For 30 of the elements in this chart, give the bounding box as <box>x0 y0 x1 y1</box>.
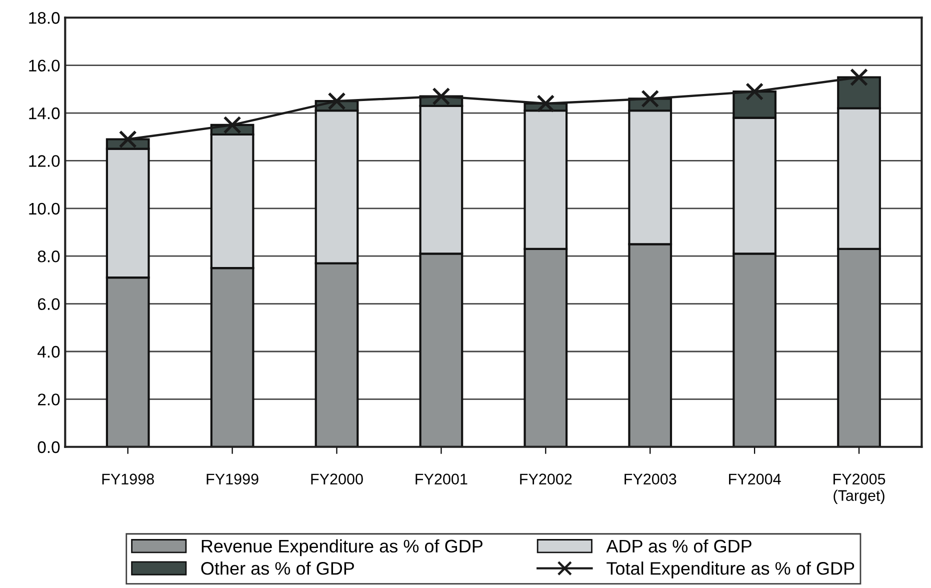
point <box>328 92 346 110</box>
y-tick-label: 12.0 <box>29 155 60 167</box>
y-tick-label: 6.0 <box>38 298 60 310</box>
x-tick-label: FY2001 <box>416 474 468 484</box>
legend-label: Other as % of GDP <box>201 562 354 575</box>
legend-label: Revenue Expenditure as % of GDP <box>202 539 482 556</box>
point <box>536 94 555 113</box>
x-tick-label: FY2000 <box>311 474 363 484</box>
point <box>641 90 660 108</box>
point <box>850 68 868 86</box>
y-tick-label: 14.0 <box>29 107 60 120</box>
point <box>223 116 242 134</box>
x-tick-label: FY2002 <box>520 474 572 484</box>
point <box>746 82 764 101</box>
legend-label: Total Expenditure as % of GDP <box>606 562 854 578</box>
y-tick-label: 18.0 <box>29 12 60 24</box>
point <box>118 130 137 148</box>
x-tick-label: FY2003 <box>624 474 676 484</box>
y-tick-label: 4.0 <box>38 346 60 358</box>
y-tick-label: 0.0 <box>38 441 60 454</box>
y-tick-label: 16.0 <box>29 60 60 72</box>
x-tick-label: FY2004 <box>729 474 781 484</box>
x-tick-label: FY1998 <box>102 474 154 484</box>
y-tick-label: 2.0 <box>38 394 60 406</box>
x-tick-label: FY1999 <box>206 474 258 484</box>
y-tick-label: 8.0 <box>38 250 60 262</box>
legend-label: ADP as % of GDP <box>606 539 752 553</box>
point <box>432 87 450 106</box>
x-tick-label: FY2005 (Target) <box>834 474 886 504</box>
y-tick-label: 10.0 <box>29 202 60 215</box>
